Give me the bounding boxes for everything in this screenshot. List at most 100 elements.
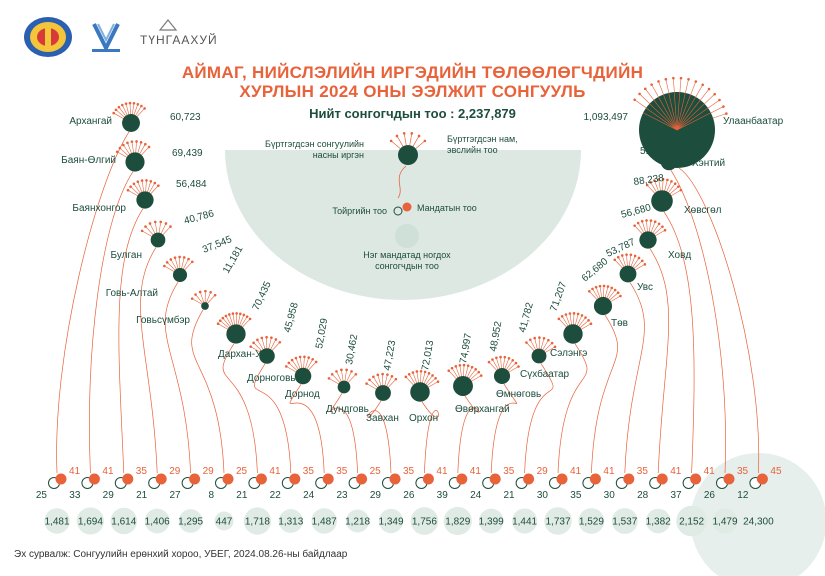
legend-districts-circle: [393, 206, 403, 216]
districts-label: 35: [570, 490, 582, 501]
party-dot: [157, 184, 160, 187]
connection-line: [222, 343, 258, 474]
party-dot: [610, 286, 614, 290]
party-ray-inner: [668, 92, 678, 131]
voters-label: 74,997: [458, 332, 474, 364]
party-dot: [620, 254, 624, 257]
voters-circle: [563, 324, 583, 344]
party-dot: [130, 140, 134, 143]
party-dot: [228, 313, 231, 316]
districts-label: 29: [103, 490, 115, 501]
districts-label: 22: [270, 490, 282, 501]
votes-per-seat-circle: [512, 508, 538, 534]
legend-party-ray: [412, 135, 420, 147]
seats-circle: [55, 473, 67, 485]
seats-circle: [255, 473, 267, 485]
party-dot: [677, 185, 680, 188]
party-dot: [204, 289, 207, 293]
votes-per-seat-label: 1,295: [178, 517, 203, 528]
seats-circle: [589, 473, 601, 485]
voters-label: 69,439: [172, 148, 203, 159]
party-dot: [477, 370, 481, 374]
party-dot: [122, 143, 125, 147]
votes-per-seat-label: 1,313: [278, 517, 303, 528]
party-ray: [685, 79, 689, 94]
party-dot: [354, 373, 358, 376]
party-ray: [707, 99, 720, 109]
party-dot: [722, 105, 725, 108]
votes-per-seat-circle: [544, 507, 572, 535]
party-dot: [713, 92, 716, 96]
party-dot: [625, 253, 628, 256]
legend-seats-label: Мандатын тоо: [417, 203, 477, 213]
seats-label: 35: [503, 466, 515, 477]
tungaakhui-logo: ТҮНГААХУЙ: [138, 16, 218, 56]
seats-circle: [289, 473, 301, 485]
party-dot: [144, 142, 147, 146]
party-dot: [256, 338, 259, 342]
legend-party-dot: [402, 132, 406, 135]
connection-line: [191, 309, 225, 474]
party-dot: [633, 98, 637, 102]
voters-label: 52,029: [314, 317, 330, 349]
party-dot: [287, 361, 291, 365]
party-dot: [128, 101, 132, 105]
party-ray-inner: [645, 107, 678, 131]
voters-label: 53,787: [605, 237, 638, 260]
party-dot: [653, 220, 657, 224]
legend-party-dot: [417, 134, 421, 138]
party-dot: [588, 289, 591, 293]
party-dot: [390, 375, 394, 378]
votes-per-seat-circle: [144, 508, 170, 534]
connection-line: [421, 401, 439, 474]
party-dot: [274, 338, 278, 341]
voters-circle: [639, 231, 657, 249]
party-dot: [598, 284, 602, 288]
party-dot: [149, 179, 153, 183]
legend-party-ray: [409, 133, 413, 146]
party-dot: [649, 219, 653, 222]
voters-label: 62,680: [580, 256, 611, 284]
party-dot: [462, 363, 466, 367]
party-ray: [712, 113, 727, 119]
districts-label: 24: [470, 490, 482, 501]
party-dot: [126, 188, 130, 192]
legend-parties-label-2: эвслийн тоо: [447, 145, 498, 155]
party-dot: [368, 378, 371, 382]
party-dot: [190, 297, 194, 300]
votes-per-seat-circle: [44, 508, 70, 534]
voters-label: 56,680: [620, 202, 653, 221]
party-dot: [576, 312, 580, 316]
unit-name-label: Дорноговь: [247, 373, 296, 384]
party-dot: [650, 83, 653, 86]
party-ray: [695, 84, 703, 98]
party-dot: [673, 182, 677, 185]
party-ray: [645, 88, 655, 101]
votes-per-seat-label: 1,382: [646, 517, 671, 528]
votes-per-seat-label: 1,756: [412, 517, 437, 528]
party-dot: [163, 264, 166, 268]
seats-label: 41: [704, 466, 716, 477]
districts-label: 26: [704, 490, 716, 501]
party-dot: [657, 178, 661, 181]
votes-per-seat-label: 2,152: [679, 517, 704, 528]
legend-party-ray: [390, 140, 401, 149]
party-dot: [533, 336, 536, 340]
voters-label: 70,435: [251, 280, 274, 313]
party-dot: [664, 77, 668, 81]
party-dot: [178, 255, 181, 259]
connection-line: [557, 343, 588, 474]
party-dot: [487, 360, 491, 364]
seats-label: 41: [603, 466, 615, 477]
voters-label: 47,223: [382, 339, 398, 371]
votes-per-seat-label: 1,829: [445, 517, 470, 528]
party-dot: [165, 261, 169, 264]
seats-label: 35: [737, 466, 749, 477]
party-dot: [436, 380, 440, 383]
seats-circle: [690, 473, 702, 485]
legend-party-ray: [396, 135, 404, 147]
party-dot: [606, 285, 610, 288]
party-dot: [381, 372, 384, 376]
party-dot: [474, 368, 477, 371]
